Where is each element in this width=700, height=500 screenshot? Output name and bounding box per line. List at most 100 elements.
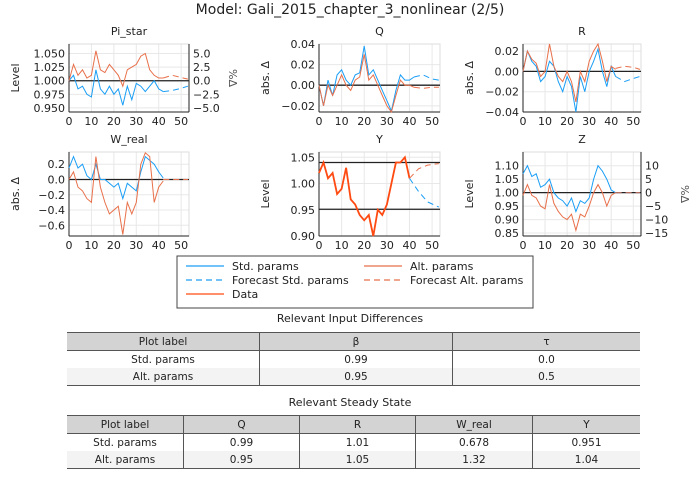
series-line-std-params: [68, 69, 164, 106]
steady-state-table: Plot label Q R W_real Y Std. params 0.99…: [67, 415, 640, 469]
x-tick-label: 0: [520, 115, 527, 128]
x-tick-label: 20: [560, 239, 574, 252]
series-line-alt-params: [68, 50, 164, 88]
y-tick-label: 0.85: [495, 227, 520, 240]
x-tick-label: 50: [174, 239, 188, 252]
legend-box: [176, 255, 534, 309]
table-cell: 1.01: [299, 433, 416, 451]
column-header: R: [299, 415, 416, 434]
table-cell: 0.95: [259, 368, 453, 386]
y-tick-label: 0.95: [291, 204, 316, 217]
y-tick-label: 1.000: [34, 75, 66, 88]
table-cell: 0.0: [452, 350, 640, 368]
table-row: Std. params 0.99 1.01 0.678 0.951: [67, 433, 640, 451]
y-axis-label: abs. Δ: [463, 61, 476, 95]
figure-title: Model: Gali_2015_chapter_3_nonlinear (2/…: [196, 2, 505, 18]
x-tick-label: 30: [582, 115, 596, 128]
series-line-std-params: [522, 47, 617, 113]
x-tick-label: 30: [129, 239, 143, 252]
y-tick-label: −0.02: [485, 86, 519, 99]
forecast-line-std-params: [615, 76, 641, 83]
legend-label: Data: [232, 288, 258, 301]
subplot-title: Y: [375, 133, 383, 146]
x-tick-label: 10: [538, 239, 552, 252]
y-tick-label: 0.90: [495, 214, 520, 227]
y-tick-label: 1.05: [291, 151, 316, 164]
x-tick-label: 10: [84, 115, 98, 128]
x-tick-label: 40: [152, 239, 166, 252]
x-tick-label: 0: [520, 239, 527, 252]
plots-area: Model: Gali_2015_chapter_3_nonlinear (2/…: [9, 2, 691, 309]
x-tick-label: 30: [380, 239, 394, 252]
y-tick-label: 1.00: [291, 178, 316, 191]
forecast-line-std-params: [413, 74, 439, 81]
table-cell: 0.678: [415, 433, 533, 451]
y-tick-label: 0.02: [495, 45, 520, 58]
forecast-line-forecast-std-params: [409, 178, 440, 208]
column-header: Plot label: [67, 415, 184, 434]
legend-label: Forecast Alt. params: [410, 274, 524, 287]
y-axis-label-right: %Δ: [226, 69, 239, 87]
y-tick-label-right: 5: [645, 173, 652, 186]
y-tick-label: −0.2: [38, 189, 65, 202]
y-tick-label: 0.04: [291, 38, 316, 51]
x-tick-label: 40: [402, 115, 416, 128]
y-tick-label: −0.4: [38, 204, 65, 217]
y-tick-label-right: 5.0: [193, 48, 211, 61]
subplot-q: Q 0 10 20 30 40 50 −0.02 0.00 0.02 0.04 abs. Δ: [259, 25, 441, 128]
x-tick-label: 10: [538, 115, 552, 128]
table-cell: Alt. params: [67, 368, 260, 386]
y-tick-label-right: −10: [645, 214, 668, 227]
x-tick-label: 10: [84, 239, 98, 252]
y-tick-label: 0.0: [48, 173, 66, 186]
forecast-line-std-params: [163, 85, 189, 93]
table-header-row: Plot label Q R W_real Y: [67, 415, 640, 434]
plot-frame: [522, 151, 642, 237]
x-tick-label: 50: [174, 115, 188, 128]
column-header: W_real: [415, 415, 533, 434]
y-tick-label: 0.95: [495, 200, 520, 213]
subplot-title: Pi_star: [111, 25, 148, 38]
subplot-pi_star: Pi_star 0 10 20 30 40 50 0.9500.9751.0001.0251.…: [9, 25, 239, 128]
y-tick-label-right: 2.5: [193, 61, 211, 74]
table-cell: 0.5: [452, 368, 640, 386]
legend: Std. params Alt. params Forecast Std. para…: [176, 255, 534, 309]
y-tick-label-right: 10: [645, 160, 659, 173]
x-tick-label: 20: [357, 115, 371, 128]
y-tick-label: 0.00: [495, 65, 520, 78]
column-header: Y: [532, 415, 640, 434]
y-axis-label: abs. Δ: [259, 61, 272, 95]
forecast-line-alt-params: [163, 74, 189, 80]
y-axis-label-right: %Δ: [678, 185, 691, 203]
y-axis-label: abs. Δ: [9, 177, 22, 211]
y-tick-label: 1.10: [495, 160, 520, 173]
x-tick-label: 40: [402, 239, 416, 252]
series-line-std-params: [522, 164, 616, 213]
table-cell: 0.99: [183, 433, 300, 451]
subplot-r: R 0 10 20 30 40 50 −0.04 −0.02 0.00 0.02 abs. Δ: [463, 25, 642, 128]
y-tick-label: 1.050: [34, 48, 66, 61]
series-line-std-params: [318, 46, 415, 113]
series-line-std-params: [68, 155, 164, 201]
x-tick-label: 50: [425, 115, 439, 128]
subplot-title: Z: [578, 133, 586, 146]
forecast-line-alt-params: [615, 65, 641, 70]
column-header: β: [259, 332, 453, 351]
y-tick-label: 1.025: [34, 61, 66, 74]
x-tick-label: 30: [582, 239, 596, 252]
y-tick-label-right: 0.0: [193, 75, 211, 88]
subplot-title: R: [578, 25, 586, 38]
x-tick-label: 40: [604, 239, 618, 252]
table-row: Alt. params 0.95 0.5: [67, 368, 640, 386]
table-cell: 0.95: [183, 451, 300, 469]
x-tick-label: 0: [316, 115, 323, 128]
x-tick-label: 50: [626, 239, 640, 252]
legend-label: Std. params: [232, 260, 299, 273]
table-row: Alt. params 0.95 1.05 1.32 1.04: [67, 451, 640, 469]
plot-frame: [522, 43, 642, 113]
table-cell: 1.05: [299, 451, 416, 469]
y-tick-label: 0.90: [291, 230, 316, 243]
x-tick-label: 20: [107, 115, 121, 128]
table-cell: Std. params: [131, 353, 195, 366]
x-tick-label: 50: [425, 239, 439, 252]
